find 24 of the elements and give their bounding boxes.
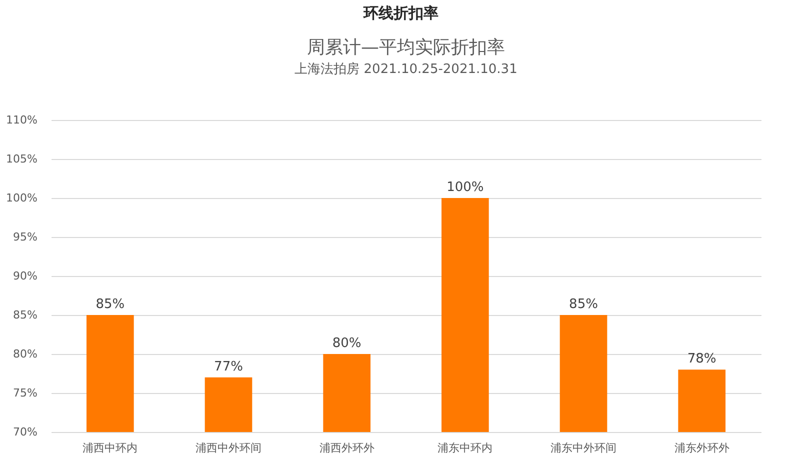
data-label: 80% <box>332 336 362 351</box>
y-tick-label: 105% <box>6 152 38 166</box>
y-tick-label: 95% <box>13 230 38 244</box>
data-label: 85% <box>569 297 598 312</box>
x-tick-label: 浦东中环内 <box>438 442 493 454</box>
chart-title: 周累计—平均实际折扣率 <box>307 37 505 58</box>
x-tick-label: 浦西中环内 <box>82 442 138 454</box>
y-tick-label: 75% <box>13 386 38 400</box>
x-tick-label: 浦东外环外 <box>674 442 730 454</box>
x-tick-label: 浦东中外环间 <box>550 442 616 454</box>
y-tick-label: 90% <box>13 270 38 282</box>
data-label: 78% <box>687 352 716 367</box>
y-tick-label: 70% <box>13 426 38 438</box>
data-label: 85% <box>96 297 125 312</box>
x-tick-label: 浦西中外环间 <box>196 442 262 454</box>
data-label: 77% <box>214 359 243 374</box>
y-tick-label: 80% <box>13 348 38 360</box>
y-tick-label: 85% <box>13 308 38 322</box>
x-tick-label: 浦西外环外 <box>319 442 374 454</box>
text: 环线折扣率 <box>362 4 438 22</box>
y-tick-label: 100% <box>6 192 38 204</box>
chart-subtitle: 上海法拍房 2021.10.25-2021.10.31 <box>294 61 518 77</box>
y-tick-label: 110% <box>6 114 38 126</box>
data-label: 100% <box>446 180 484 195</box>
